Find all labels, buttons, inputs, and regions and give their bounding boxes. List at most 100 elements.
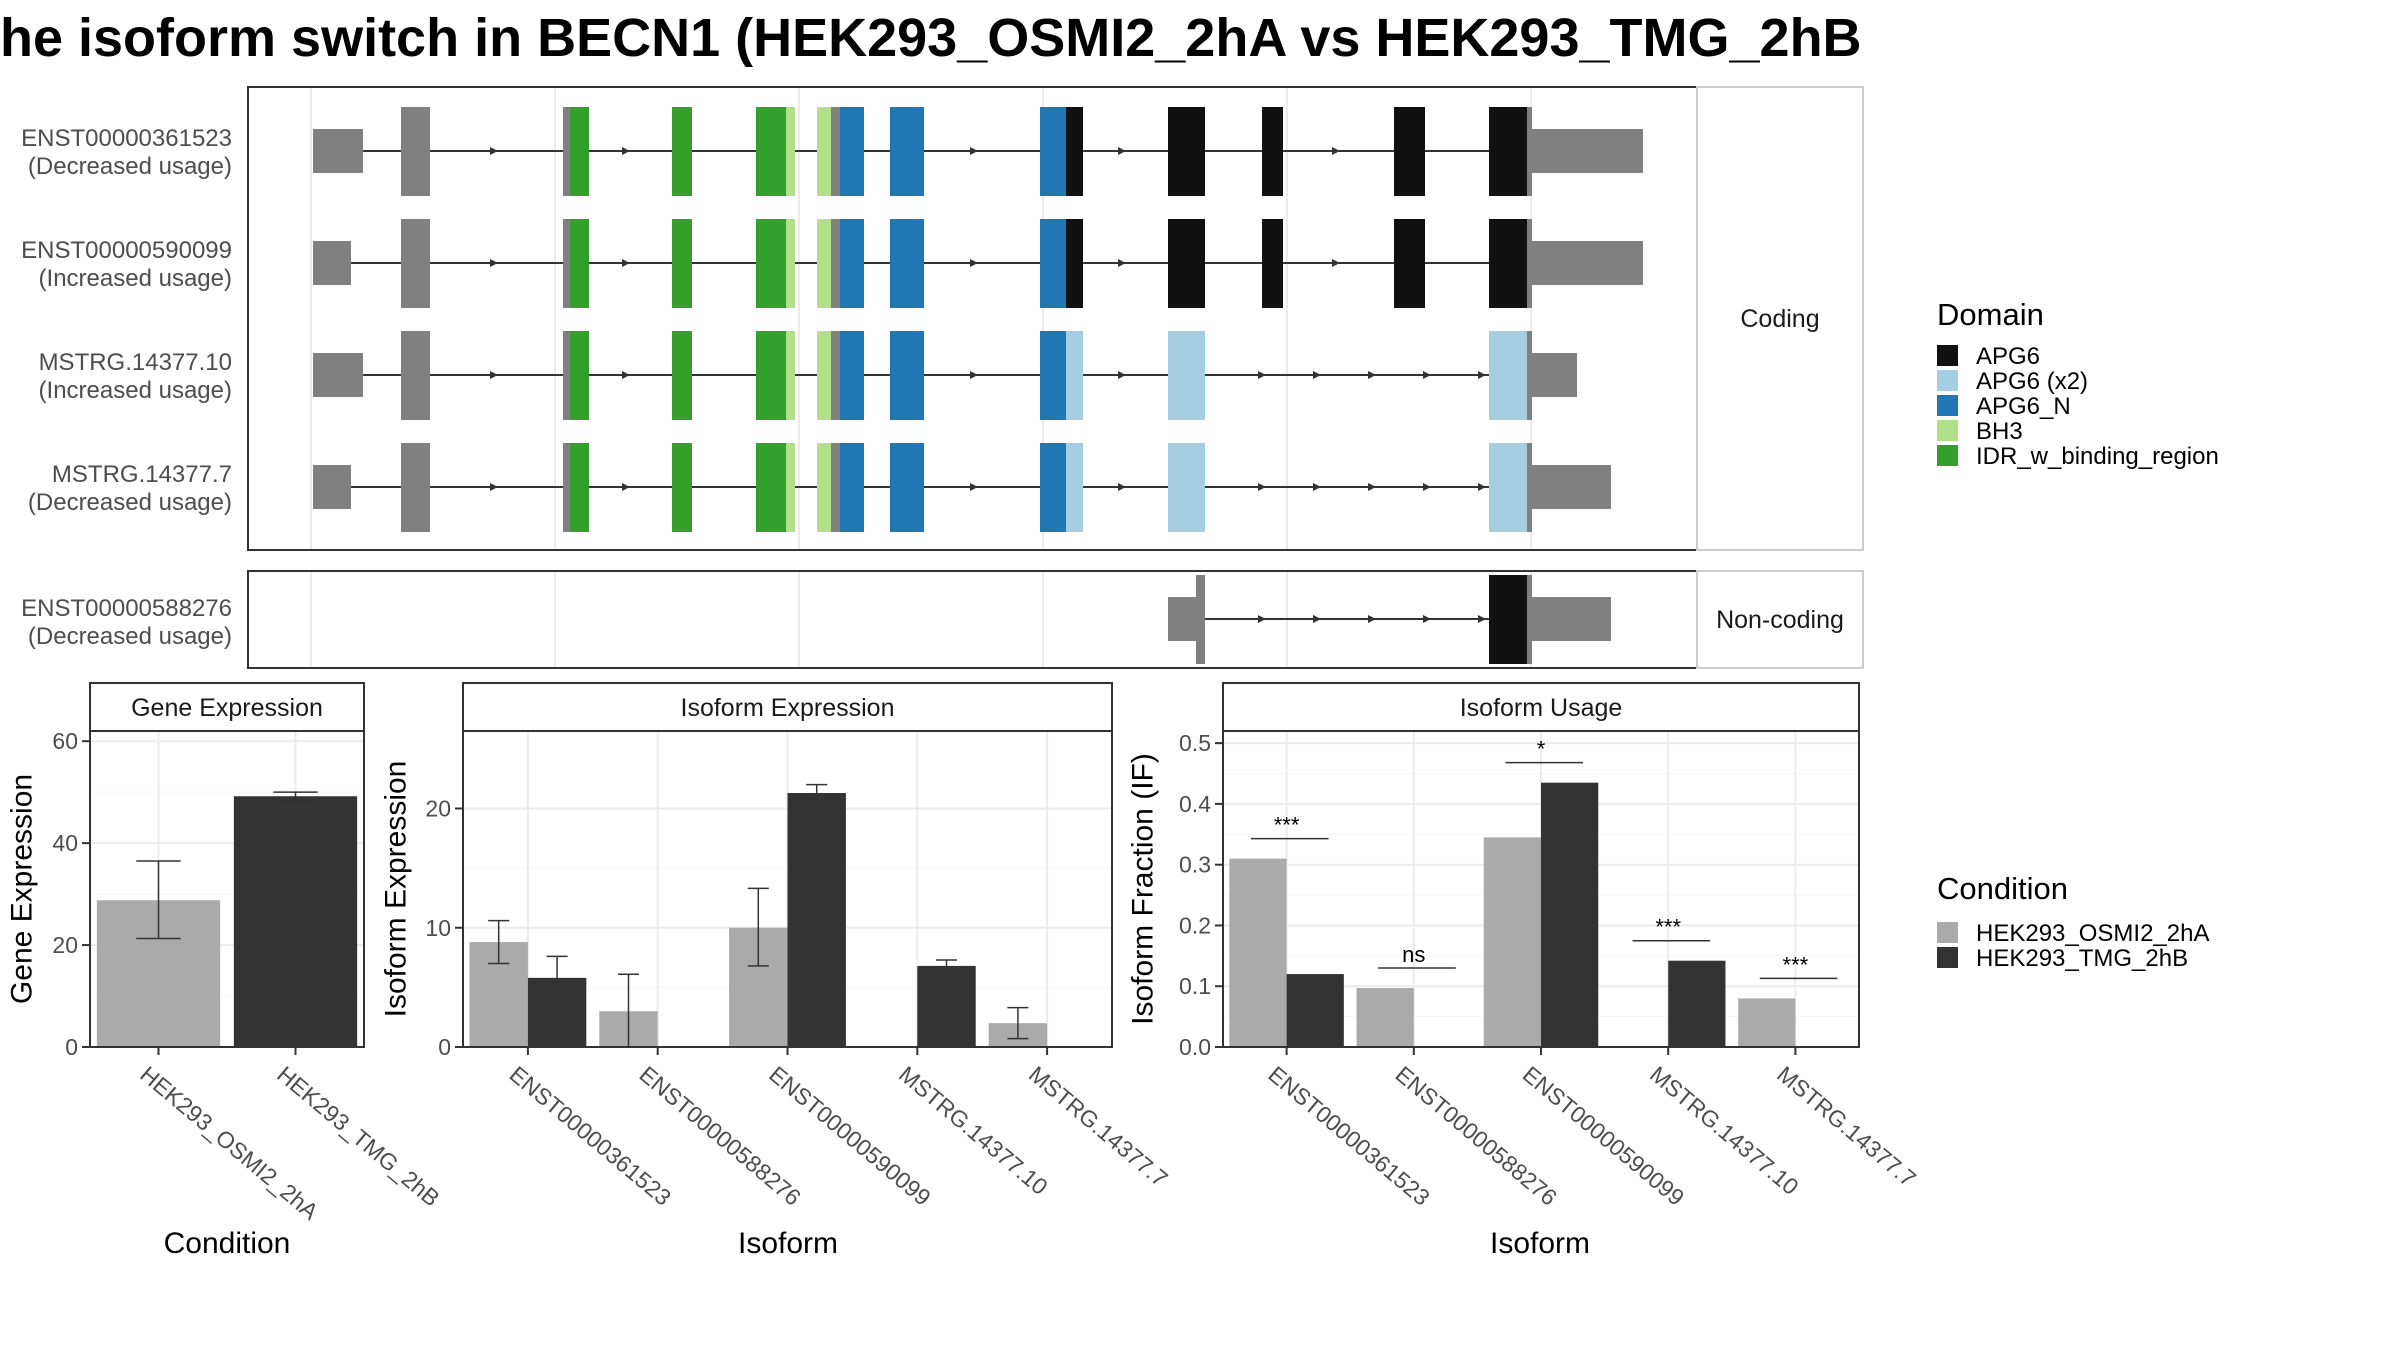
domain-exon — [1489, 575, 1527, 664]
noncoding-strip — [1696, 570, 1864, 669]
legend-key — [1937, 395, 1958, 416]
y-tick-label: 0.1 — [1179, 973, 1211, 999]
transcript-usage-label: (Decreased usage) — [28, 623, 232, 650]
legend-key — [1937, 922, 1958, 943]
exon — [401, 443, 430, 532]
domain-legend-title: Domain — [1937, 297, 2044, 332]
exon — [563, 443, 571, 532]
transcript-structure — [1168, 575, 1611, 664]
domain-exon — [1168, 443, 1205, 532]
utr-exon — [1531, 241, 1643, 285]
legend-label: HEK293_TMG_2hB — [1976, 945, 2188, 972]
panel-title: Isoform Usage — [1460, 694, 1623, 722]
legend-label: APG6 — [1976, 343, 2040, 370]
domain-exon — [1040, 331, 1066, 420]
domain-exon — [1489, 443, 1527, 532]
transcript-id-label: ENST00000588276 — [21, 595, 232, 622]
utr-exon — [1168, 597, 1196, 641]
domain-exon — [786, 331, 795, 420]
domain-exon — [672, 219, 692, 308]
domain-exon — [1168, 331, 1205, 420]
exon — [401, 107, 430, 196]
exon — [401, 331, 430, 420]
transcript-usage-label: (Increased usage) — [39, 377, 232, 404]
domain-exon — [840, 107, 864, 196]
bar — [233, 796, 358, 1047]
bar — [1229, 858, 1287, 1047]
y-tick-label: 0.0 — [1179, 1034, 1211, 1060]
domain-exon — [1394, 219, 1425, 308]
utr-exon — [1531, 597, 1611, 641]
coding-strip — [1696, 86, 1864, 551]
domain-exon — [1066, 107, 1083, 196]
exon — [563, 219, 571, 308]
domain-exon — [817, 331, 831, 420]
domain-exon — [1040, 219, 1066, 308]
domain-exon — [786, 443, 795, 532]
legend-label: BH3 — [1976, 418, 2023, 445]
y-tick-label: 60 — [52, 728, 78, 754]
domain-exon — [786, 107, 795, 196]
domain-exon — [1066, 443, 1083, 532]
domain-exon — [1262, 219, 1283, 308]
domain-exon — [817, 107, 831, 196]
x-axis-title: Condition — [164, 1227, 291, 1260]
exon — [1527, 331, 1532, 420]
domain-exon — [672, 107, 692, 196]
y-axis-title: Gene Expression — [6, 774, 39, 1004]
bar — [1356, 988, 1414, 1047]
noncoding-strip-label: Non-coding — [1716, 606, 1844, 634]
bar-panel: Isoform Expression01020ENST00000361523EN… — [380, 682, 1173, 1260]
exon — [401, 219, 430, 308]
transcript-id-label: ENST00000590099 — [21, 237, 232, 264]
plot-frame — [89, 730, 365, 1048]
coding-panel-frame — [247, 86, 1698, 551]
panel-strip — [89, 682, 365, 732]
bar — [1286, 974, 1344, 1047]
y-tick-label: 0.4 — [1179, 791, 1211, 817]
utr-exon — [1531, 353, 1577, 397]
domain-exon — [570, 219, 589, 308]
exon — [1527, 575, 1532, 664]
panel-strip — [1222, 682, 1860, 732]
transcript-structure — [313, 107, 1643, 196]
significance-label: *** — [1274, 813, 1300, 838]
y-tick-label: 20 — [52, 932, 78, 958]
domain-exon — [1489, 331, 1527, 420]
x-axis-title: Isoform — [1490, 1227, 1590, 1260]
coding-strip-label: Coding — [1740, 305, 1819, 333]
x-axis-title: Isoform — [738, 1227, 838, 1260]
bar — [1668, 960, 1726, 1047]
domain-exon — [756, 219, 786, 308]
transcript-usage-label: (Increased usage) — [39, 265, 232, 292]
exon — [1527, 107, 1532, 196]
domain-exon — [570, 107, 589, 196]
exon — [831, 107, 840, 196]
y-axis-title: Isoform Fraction (IF) — [1127, 753, 1160, 1025]
transcript-structure — [313, 443, 1611, 532]
legend-key — [1937, 947, 1958, 968]
y-tick-label: 0.5 — [1179, 730, 1211, 756]
domain-exon — [817, 443, 831, 532]
y-tick-label: 0 — [438, 1034, 451, 1060]
legend-key — [1937, 370, 1958, 391]
domain-exon — [1394, 107, 1425, 196]
utr-exon — [313, 353, 363, 397]
figure-title: he isoform switch in BECN1 (HEK293_OSMI2… — [0, 8, 1862, 68]
legend-label: IDR_w_binding_region — [1976, 443, 2219, 470]
y-axis-title: Isoform Expression — [380, 761, 413, 1018]
transcript-usage-label: (Decreased usage) — [28, 489, 232, 516]
bar-panel: Isoform Usage***ns*******0.00.10.20.30.4… — [1127, 682, 1921, 1260]
transcript-labels: ENST00000361523 (Decreased usage) ENST00… — [21, 125, 232, 650]
domain-exon — [756, 331, 786, 420]
utr-exon — [313, 241, 351, 285]
significance-label: * — [1537, 737, 1546, 762]
bar — [1541, 782, 1599, 1047]
y-tick-label: 0.3 — [1179, 852, 1211, 878]
transcript-id-label: MSTRG.14377.10 — [39, 349, 232, 376]
y-tick-label: 40 — [52, 830, 78, 856]
domain-exon — [890, 107, 924, 196]
domain-legend: Domain APG6 APG6 (x2) APG6_N BH3 IDR_w_b… — [1937, 297, 2219, 470]
utr-exon — [1531, 129, 1643, 173]
domain-exon — [1040, 107, 1066, 196]
